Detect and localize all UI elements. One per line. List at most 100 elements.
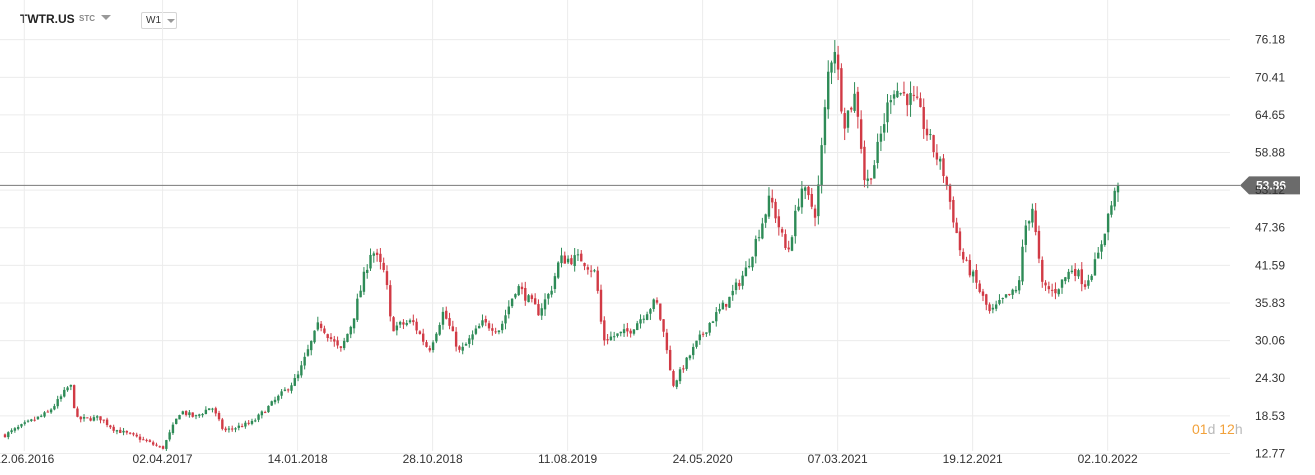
candle-body xyxy=(217,412,221,420)
candle-body xyxy=(1021,246,1024,282)
candle-body xyxy=(938,158,942,162)
candle-body xyxy=(573,255,576,267)
candle-body xyxy=(333,339,336,342)
candle-body xyxy=(454,331,458,347)
candle-body xyxy=(352,318,356,329)
candle-body xyxy=(128,432,132,434)
candle-body xyxy=(431,342,435,351)
candle-body xyxy=(599,289,603,322)
candle-body xyxy=(524,288,527,301)
candle-body xyxy=(533,298,537,305)
y-tick-label: 18.53 xyxy=(1255,409,1285,423)
candle-body xyxy=(672,371,675,386)
candle-body xyxy=(803,187,807,191)
candle-body xyxy=(771,197,774,203)
instrument-type-label[interactable]: STC xyxy=(79,14,95,23)
candle-body xyxy=(593,270,596,272)
candle-body xyxy=(379,253,382,263)
candle-body xyxy=(221,419,224,429)
candle-body xyxy=(105,419,109,426)
candle-body xyxy=(698,334,702,341)
candle-body xyxy=(912,94,916,96)
candle-body xyxy=(1031,208,1034,223)
candle-body xyxy=(659,303,662,320)
candle-body xyxy=(412,320,415,323)
candle-body xyxy=(402,322,405,325)
chevron-down-icon[interactable] xyxy=(101,15,111,20)
candle-body xyxy=(655,300,659,303)
candle-body xyxy=(701,333,705,335)
candle-body xyxy=(823,107,827,146)
candle-body xyxy=(537,304,540,316)
candle-body xyxy=(915,96,919,98)
candle-body xyxy=(138,436,142,440)
y-tick-label: 30.06 xyxy=(1255,334,1285,348)
candle-body xyxy=(962,251,965,260)
candle-body xyxy=(240,426,244,428)
candle-body xyxy=(922,107,925,129)
candle-body xyxy=(1077,270,1080,277)
candle-body xyxy=(346,333,349,342)
candle-body xyxy=(471,334,474,340)
candle-body xyxy=(1037,230,1041,259)
y-tick-label: 12.77 xyxy=(1255,446,1285,460)
candle-body xyxy=(1027,221,1031,224)
candle-body xyxy=(784,234,787,249)
candle-body xyxy=(510,298,514,307)
candle-body xyxy=(794,210,797,237)
candle-body xyxy=(705,332,708,334)
candle-body xyxy=(366,269,369,273)
candle-body xyxy=(155,444,158,446)
x-tick-label: 19.12.2021 xyxy=(943,452,1003,466)
candle-body xyxy=(642,318,646,320)
candle-body xyxy=(751,256,754,268)
candle-body xyxy=(145,439,148,441)
candle-body xyxy=(231,428,234,430)
candle-body xyxy=(158,446,161,448)
candle-body xyxy=(741,275,744,286)
candle-body xyxy=(876,141,879,163)
x-tick-label: 02.10.2022 xyxy=(1078,452,1138,466)
candle-body xyxy=(1041,259,1044,282)
candle-body xyxy=(227,428,231,430)
candle-body xyxy=(889,100,892,103)
candle-body xyxy=(883,124,886,133)
timeframe-select[interactable]: W1 xyxy=(141,12,177,29)
x-tick-label: 12.06.2016 xyxy=(0,452,55,466)
candle-body xyxy=(721,302,725,310)
candle-body xyxy=(306,349,310,356)
candle-body xyxy=(612,336,616,338)
candle-body xyxy=(688,355,692,359)
candle-body xyxy=(840,68,843,112)
countdown-days-unit: d xyxy=(1207,421,1216,437)
candle-body xyxy=(497,330,501,333)
candle-body xyxy=(458,346,461,350)
candle-body xyxy=(787,247,790,250)
candle-body xyxy=(1024,225,1027,245)
candle-body xyxy=(224,428,227,431)
candle-body xyxy=(557,262,560,278)
candle-countdown: 01d 12h xyxy=(1192,421,1243,437)
candle-body xyxy=(731,290,734,296)
y-tick-label: 70.41 xyxy=(1255,70,1285,84)
candle-body xyxy=(191,412,194,417)
candle-body xyxy=(270,401,273,406)
candle-body xyxy=(300,365,303,376)
timeframe-value: W1 xyxy=(146,15,161,26)
candle-body xyxy=(369,254,372,269)
candle-body xyxy=(277,395,280,401)
candle-body xyxy=(125,430,129,433)
candle-body xyxy=(43,412,46,417)
candle-body xyxy=(342,340,346,349)
candle-body xyxy=(1018,280,1021,291)
y-tick-label: 58.88 xyxy=(1255,146,1285,160)
candle-body xyxy=(906,94,909,106)
countdown-hours: 12 xyxy=(1219,421,1235,437)
candle-body xyxy=(214,408,217,414)
candle-body xyxy=(958,231,962,251)
candle-body xyxy=(777,216,781,228)
candle-body xyxy=(685,357,688,369)
symbol-label[interactable]: TWTR.US xyxy=(20,12,75,26)
candle-body xyxy=(428,348,431,351)
